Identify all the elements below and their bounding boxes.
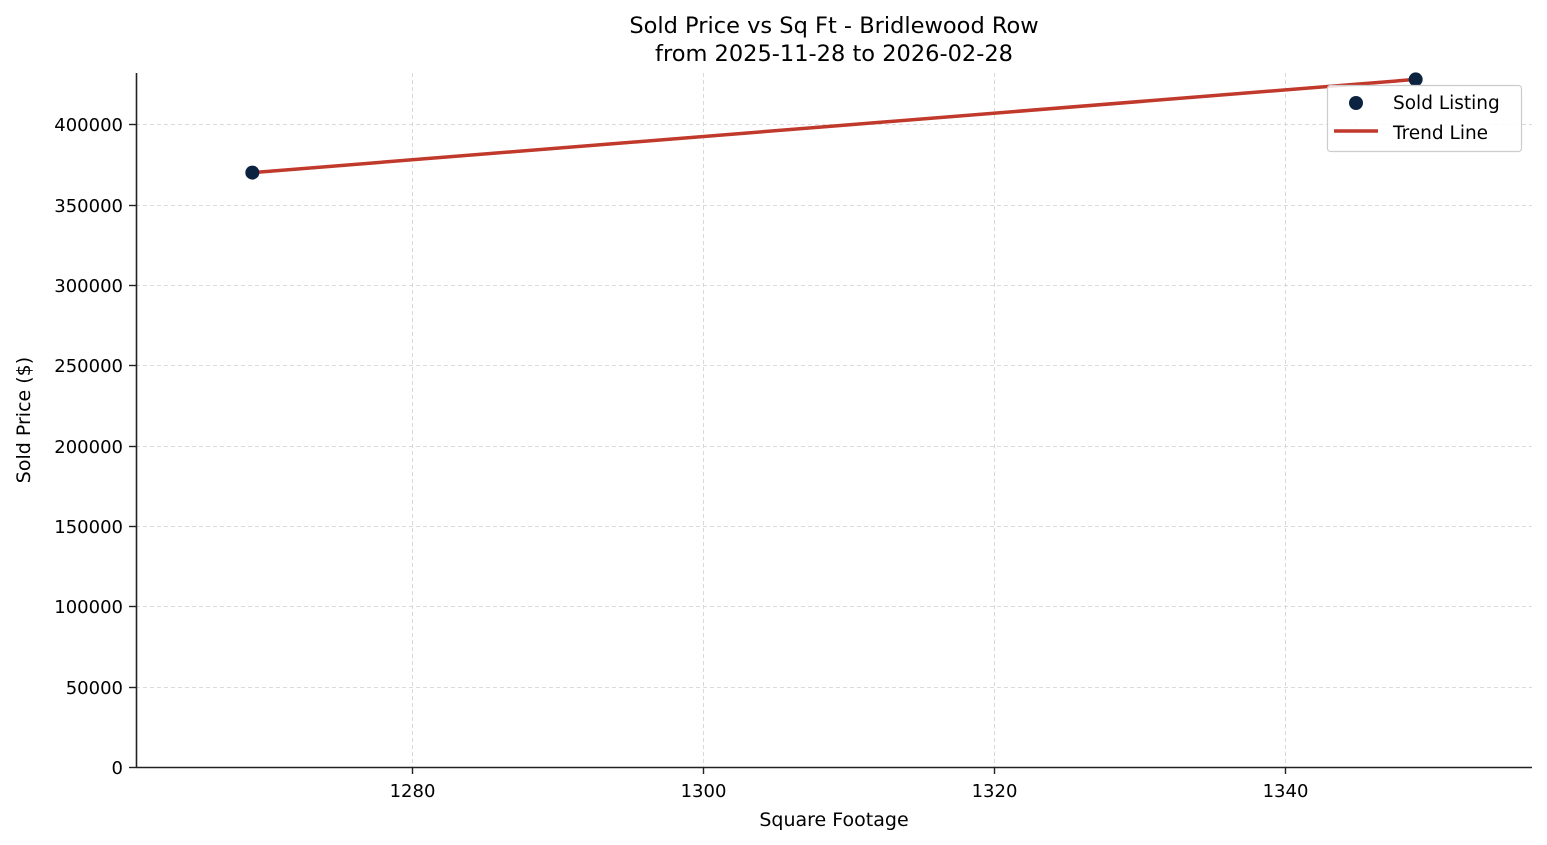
y-tick-label: 50000: [66, 678, 123, 699]
y-tick-label: 400000: [54, 115, 123, 136]
trend-line: [252, 77, 1416, 175]
x-tick-label: 1280: [390, 781, 436, 802]
y-axis-ticks: 0 50000 100000 150000 200000 250000 300000 3500…: [54, 115, 136, 779]
x-tick-label: 1300: [681, 781, 727, 802]
grid-lines: [136, 73, 1532, 767]
y-tick-label: 350000: [54, 196, 123, 217]
x-axis-label: Square Footage: [759, 809, 908, 831]
data-point: [245, 165, 260, 180]
x-axis-ticks: 1280 1300 1320 1340: [390, 767, 1309, 802]
y-tick-label: 200000: [54, 437, 123, 458]
x-tick-label: 1340: [1263, 781, 1309, 802]
legend-label-sold-listing: Sold Listing: [1393, 93, 1500, 114]
legend-box: [1326, 84, 1523, 153]
legend-marker-icon: [1349, 96, 1363, 110]
y-tick-label: 0: [112, 758, 123, 779]
x-tick-label: 1320: [972, 781, 1018, 802]
legend: Sold Listing Trend Line: [1326, 84, 1523, 153]
chart-title: Sold Price vs Sq Ft - Bridlewood Row: [629, 13, 1038, 39]
y-tick-label: 300000: [54, 276, 123, 297]
y-tick-label: 150000: [54, 517, 123, 538]
trend-line-path: [252, 77, 1416, 175]
y-tick-label: 100000: [54, 597, 123, 618]
data-point: [1408, 72, 1423, 87]
y-axis-label: Sold Price ($): [13, 357, 35, 483]
y-tick-label: 250000: [54, 356, 123, 377]
scatter-points: [245, 72, 1423, 180]
legend-label-trend-line: Trend Line: [1392, 123, 1488, 144]
chart-subtitle: from 2025-11-28 to 2026-02-28: [655, 41, 1013, 67]
